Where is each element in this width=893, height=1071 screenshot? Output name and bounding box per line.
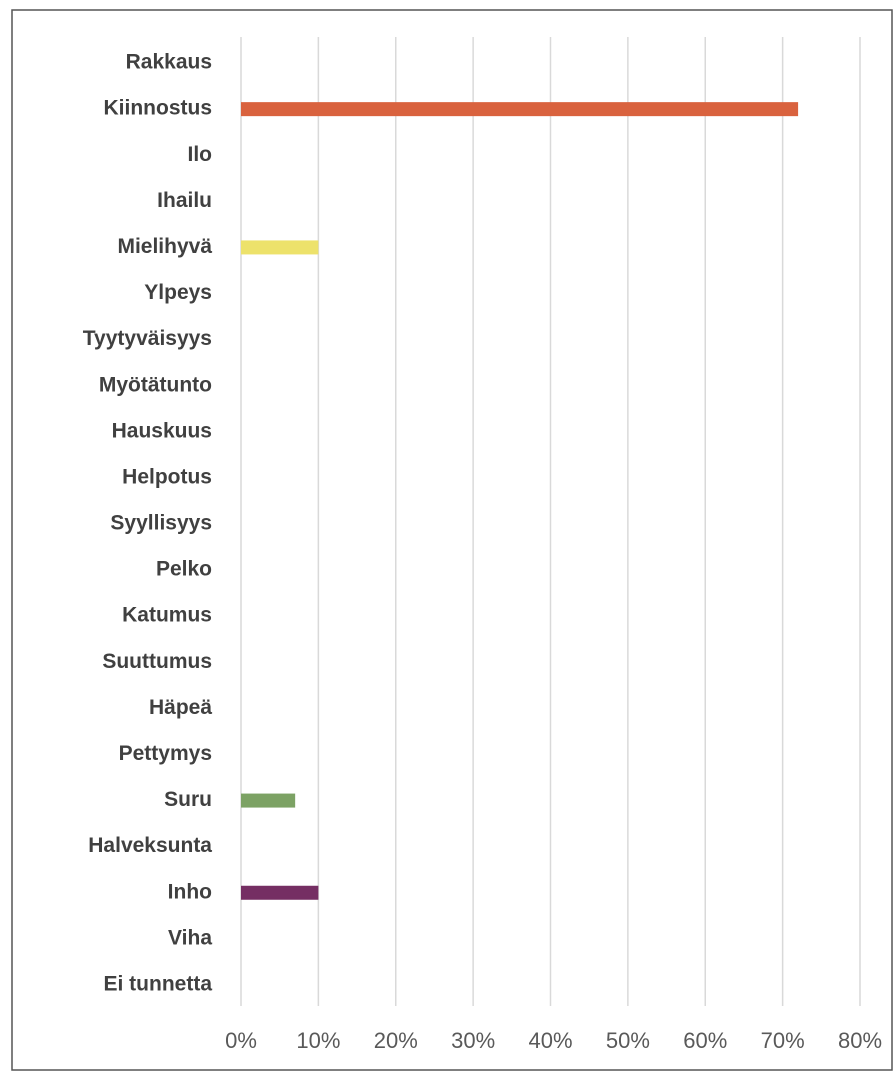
y-tick-label: Ei tunnetta <box>104 972 213 995</box>
y-tick-label: Ihailu <box>157 189 212 212</box>
y-tick-label: Pelko <box>156 558 212 581</box>
y-tick-label: Helpotus <box>122 465 212 488</box>
bar <box>241 793 296 808</box>
bar <box>241 885 319 900</box>
y-tick-label: Hauskuus <box>112 419 212 442</box>
y-tick-label: Katumus <box>122 604 212 627</box>
y-tick-label: Viha <box>168 926 212 949</box>
x-tick-label: 80% <box>838 1028 882 1053</box>
y-tick-label: Myötätunto <box>99 373 212 396</box>
y-tick-label: Rakkaus <box>126 51 212 74</box>
x-tick-label: 20% <box>374 1028 418 1053</box>
x-tick-label: 10% <box>296 1028 340 1053</box>
bar <box>241 240 319 255</box>
x-tick-label: 0% <box>225 1028 257 1053</box>
y-tick-label: Pettymys <box>119 742 212 765</box>
x-tick-label: 30% <box>451 1028 495 1053</box>
y-tick-label: Ilo <box>188 143 213 166</box>
y-tick-label: Syyllisyys <box>110 512 212 535</box>
y-tick-label: Tyytyväisyys <box>83 327 212 350</box>
bar <box>241 102 799 117</box>
y-tick-label: Kiinnostus <box>104 97 213 120</box>
y-tick-label: Halveksunta <box>88 834 212 857</box>
x-tick-label: 40% <box>528 1028 572 1053</box>
y-tick-label: Suuttumus <box>102 650 212 673</box>
y-tick-label: Inho <box>168 880 212 903</box>
y-tick-label: Häpeä <box>149 696 212 719</box>
x-tick-label: 50% <box>606 1028 650 1053</box>
y-tick-label: Mielihyvä <box>117 235 212 258</box>
y-tick-label: Ylpeys <box>144 281 212 304</box>
x-tick-label: 60% <box>683 1028 727 1053</box>
y-tick-label: Suru <box>164 788 212 811</box>
x-tick-label: 70% <box>761 1028 805 1053</box>
chart-frame <box>11 9 893 1071</box>
